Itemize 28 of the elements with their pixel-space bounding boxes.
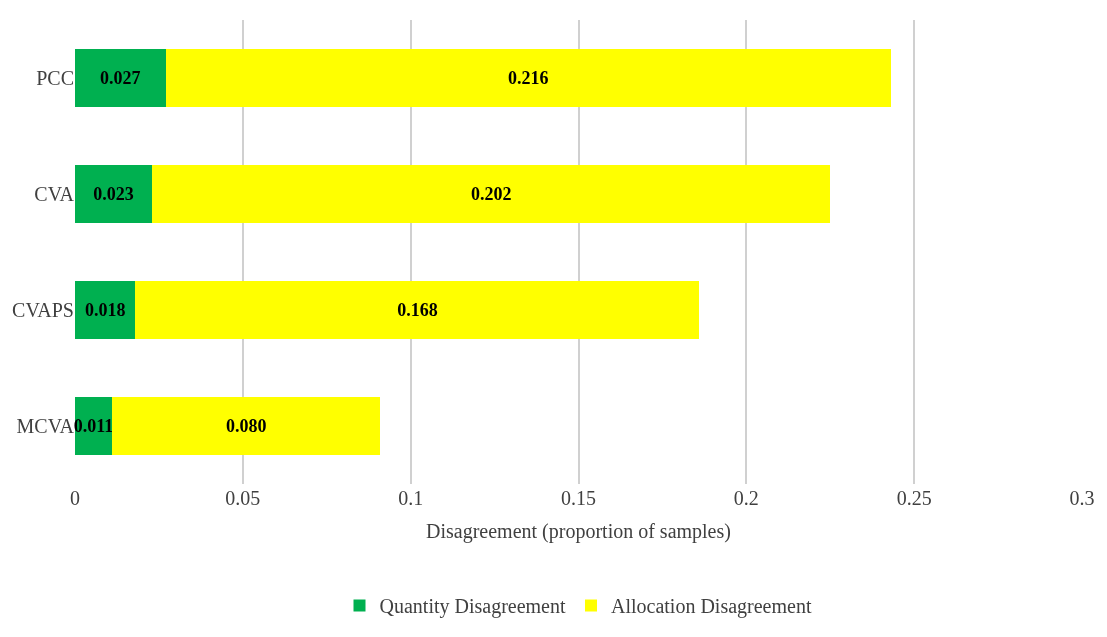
data-label: 0.018 xyxy=(84,300,126,320)
bar xyxy=(75,49,166,107)
x-tick-label: 0.2 xyxy=(733,487,759,509)
bar xyxy=(135,281,700,339)
y-tick-label: PCC xyxy=(36,67,74,89)
x-tick-label: 0.3 xyxy=(1069,487,1095,509)
legend-label: Quantity Disagreement xyxy=(379,595,566,619)
data-label: 0.168 xyxy=(397,300,438,320)
data-label: 0.023 xyxy=(93,184,134,204)
legend-label: Allocation Disagreement xyxy=(611,595,812,619)
y-tick-label: CVAPS xyxy=(12,299,74,321)
bar xyxy=(152,165,831,223)
bar xyxy=(111,397,381,455)
data-label: 0.080 xyxy=(225,416,267,436)
data-label: 0.216 xyxy=(507,68,549,88)
x-tick-label: 0.1 xyxy=(398,487,424,509)
y-tick-label: CVA xyxy=(34,183,75,205)
data-label: 0.202 xyxy=(470,184,512,204)
x-tick-label: 0 xyxy=(70,487,80,509)
x-tick-label: 0.15 xyxy=(561,487,596,509)
x-axis-title: Disagreement (proportion of samples) xyxy=(426,519,731,543)
x-tick-label: 0.05 xyxy=(225,487,261,509)
data-label: 0.027 xyxy=(100,68,141,88)
bar xyxy=(75,165,153,223)
y-tick-label: MCVA xyxy=(16,415,75,437)
bar xyxy=(165,49,891,107)
bar xyxy=(75,281,136,339)
x-tick-label: 0.25 xyxy=(896,487,932,509)
